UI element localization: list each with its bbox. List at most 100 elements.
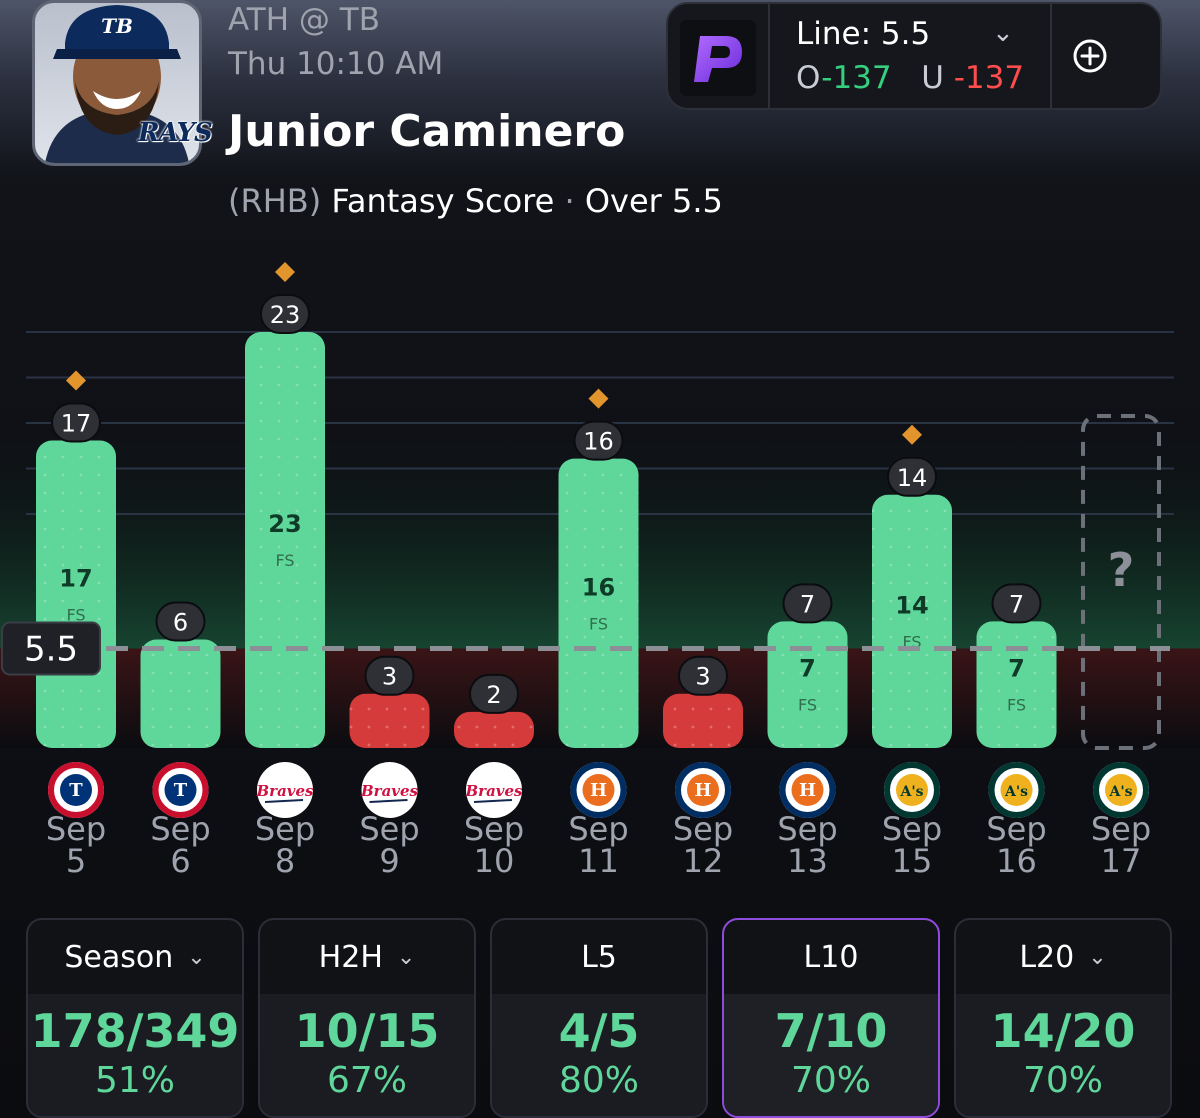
value-pill: [991, 583, 1042, 624]
bar-texture: [976, 621, 1057, 748]
tab-season[interactable]: Season ⌄ 178/349 51%: [26, 918, 244, 1118]
tab-header[interactable]: Season ⌄: [28, 920, 242, 994]
tab-header[interactable]: L10: [724, 920, 938, 994]
bar-texture: [558, 458, 639, 748]
hit-fraction: 178/349: [30, 1004, 240, 1058]
logo-ring: [152, 762, 209, 818]
in-bar-value: 7: [799, 655, 816, 683]
date-day-label: 12: [683, 842, 724, 880]
line-value[interactable]: Line: 5.5: [796, 16, 931, 52]
value-label: 7: [1009, 590, 1024, 618]
value-label: 23: [270, 301, 301, 329]
over-prefix: O: [796, 60, 822, 96]
separator-dot: ·: [564, 182, 575, 220]
value-pill: [678, 655, 728, 696]
date-day-label: 8: [275, 842, 295, 880]
date-day-label: 5: [66, 842, 86, 880]
date-day-label: 16: [996, 842, 1037, 880]
over-odds[interactable]: -137: [821, 60, 892, 96]
player-headshot: TB: [32, 0, 202, 166]
tab-h2h[interactable]: H2H ⌄ 10/15 67%: [258, 918, 476, 1118]
chevron-down-icon[interactable]: ⌄: [187, 944, 206, 970]
hit-percent: 51%: [94, 1060, 175, 1101]
in-bar-value: 17: [59, 564, 92, 592]
logo-text: Braves: [464, 782, 523, 800]
tab-l5[interactable]: L5 4/5 80%: [490, 918, 708, 1118]
diamond-marker: [902, 424, 922, 445]
in-bar-value: 16: [582, 573, 615, 601]
in-bar-unit: FS: [589, 614, 608, 633]
tab-label: Season: [64, 939, 174, 975]
hit-percent: 70%: [790, 1060, 871, 1101]
value-label: 7: [800, 590, 815, 618]
tab-stats: 4/5 80%: [492, 994, 706, 1116]
chevron-down-icon[interactable]: ⌄: [992, 18, 1014, 48]
date-month-label: Sep: [464, 810, 524, 848]
team-logo-hou-icon: H: [570, 762, 627, 818]
hit-fraction: 10/15: [294, 1004, 440, 1058]
date-day-label: 10: [474, 842, 515, 880]
pending-label: ?: [1108, 543, 1135, 597]
logo-text: T: [69, 780, 83, 801]
bar-texture: [454, 711, 534, 748]
chevron-down-icon[interactable]: ⌄: [1088, 944, 1107, 970]
value-pill: [51, 402, 101, 443]
tab-label: H2H: [318, 939, 383, 975]
bar-texture: [663, 693, 743, 748]
tab-header[interactable]: L5: [492, 920, 706, 994]
game-matchup: ATH @ TB: [228, 2, 380, 38]
player-name: Junior Caminero: [228, 106, 626, 157]
plus-circle-icon[interactable]: [1072, 38, 1108, 74]
tab-label: L20: [1019, 939, 1075, 975]
in-bar-unit: FS: [66, 605, 85, 624]
bar-texture: [349, 693, 430, 748]
team-logo-atl-icon: Braves: [255, 762, 314, 818]
logo-text: Braves: [360, 782, 419, 800]
tab-l10[interactable]: L10 7/10 70%: [722, 918, 940, 1118]
logo-ring: [988, 762, 1045, 818]
prizepicks-logo-icon: [680, 20, 756, 96]
tab-label: L10: [803, 939, 859, 975]
in-bar-value: 14: [895, 591, 928, 619]
logo-ring: [675, 762, 731, 818]
team-logo-atl-icon: Braves: [464, 762, 523, 818]
logo-ring: [884, 762, 940, 818]
date-month-label: Sep: [46, 810, 106, 848]
hit-fraction: 4/5: [558, 1004, 640, 1058]
under-odds[interactable]: -137: [953, 60, 1025, 96]
logo-ring: [779, 762, 836, 818]
team-logo-ath-icon: A's: [884, 762, 940, 818]
tab-header[interactable]: L20 ⌄: [956, 920, 1170, 994]
value-label: 16: [583, 428, 614, 456]
logo-background: [257, 762, 313, 818]
tab-l20[interactable]: L20 ⌄ 14/20 70%: [954, 918, 1172, 1118]
value-label: 17: [61, 410, 92, 438]
player-photo: TB: [45, 5, 189, 163]
date-month-label: Sep: [1091, 810, 1151, 848]
pending-bar: [1081, 414, 1161, 750]
logo-text: H: [694, 780, 711, 801]
line-threshold-label: 5.5: [24, 630, 78, 670]
line-selector[interactable]: Line: 5.5 ⌄ O-137 U -137: [666, 2, 1162, 110]
bar-texture: [872, 494, 952, 748]
date-month-label: Sep: [882, 810, 942, 848]
hit-fraction: 7/10: [774, 1004, 888, 1058]
in-bar-unit: FS: [798, 696, 817, 715]
rays-team-logo: RAYS: [138, 118, 213, 148]
in-bar-value: 7: [1008, 655, 1025, 683]
logo-ring: [1093, 762, 1149, 818]
logo-core: [582, 774, 615, 806]
date-day-label: 6: [170, 842, 190, 880]
logo-background: [361, 762, 418, 818]
value-label: 6: [173, 608, 188, 636]
logo-ring: [570, 762, 627, 818]
chevron-down-icon[interactable]: ⌄: [396, 944, 416, 970]
team-logo-ath-icon: A's: [988, 762, 1045, 818]
team-logo-tex-icon: T: [48, 762, 104, 818]
tab-header[interactable]: H2H ⌄: [260, 920, 474, 994]
value-pill: [260, 294, 310, 334]
tab-label: L5: [581, 939, 617, 975]
in-bar-unit: FS: [1007, 696, 1026, 715]
date-month-label: Sep: [568, 810, 628, 848]
